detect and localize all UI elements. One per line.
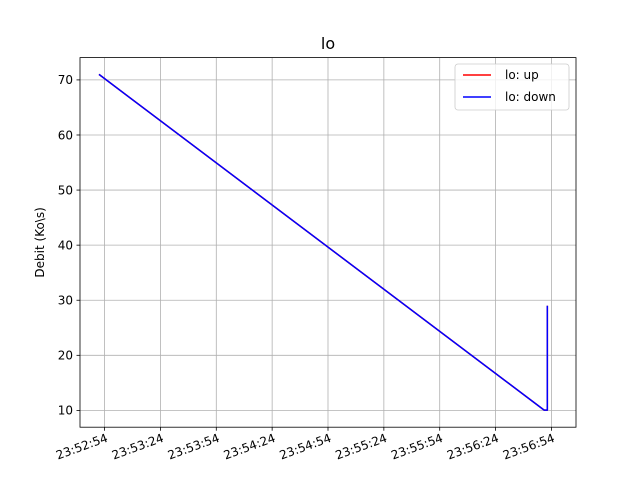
- y-tick-label: 40: [58, 238, 73, 252]
- chart-title: lo: [321, 34, 335, 53]
- y-axis-ticks: 10 20 30 40 50 60 70: [58, 73, 80, 418]
- y-tick-label: 60: [58, 128, 73, 142]
- y-tick-label: 30: [58, 294, 73, 308]
- y-axis-label: Debit (Ko\s): [33, 207, 47, 277]
- y-tick-label: 50: [58, 183, 73, 197]
- y-tick-label: 70: [58, 73, 73, 87]
- series-line-down: [98, 73, 549, 411]
- series-lines: [98, 73, 549, 411]
- legend: lo: up lo: down: [454, 63, 570, 111]
- legend-label-down: lo: down: [505, 90, 556, 104]
- y-tick-label: 20: [58, 349, 73, 363]
- grid: [80, 57, 576, 428]
- legend-label-up: lo: up: [505, 68, 539, 82]
- y-tick-label: 10: [58, 404, 73, 418]
